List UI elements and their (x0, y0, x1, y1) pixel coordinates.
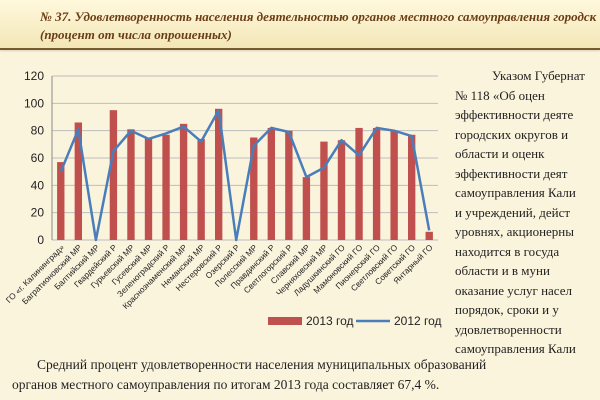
bar-2013 (285, 130, 293, 240)
bar-2013 (109, 110, 118, 240)
bar-2013 (407, 134, 416, 240)
legend-swatch-2013 (268, 317, 302, 325)
side-line: порядок, сроки и у (455, 302, 559, 317)
side-line: самоуправления Кали (455, 185, 576, 200)
side-line: и учреждений, дейст (455, 204, 571, 220)
bar-2013 (162, 134, 170, 240)
bar-2013 (372, 127, 381, 240)
bar-2013 (250, 137, 258, 240)
bar-2013 (214, 108, 223, 240)
y-tick-label: 60 (31, 151, 45, 165)
side-line: находится в госуда (455, 243, 560, 259)
bar-2013 (320, 141, 328, 240)
side-line: области и оценк (455, 146, 545, 161)
bar-2013 (267, 127, 276, 240)
side-line: удовлетворенности (455, 321, 562, 337)
bar-2013 (179, 123, 188, 240)
bar-2013 (302, 177, 311, 240)
side-line: оказание услуг насел (455, 282, 572, 298)
bar-2013 (144, 137, 153, 240)
legend-label-2012: 2012 год (394, 314, 442, 328)
side-line: эффективности деяте (455, 107, 574, 122)
bar-2013 (74, 122, 83, 240)
y-tick-label: 40 (31, 178, 45, 192)
title-banner: № 37. Удовлетворенность населения деятел… (0, 0, 600, 50)
line-2012 (59, 108, 431, 242)
side-line: самоуправления Кали (455, 341, 576, 356)
bar-2013 (197, 138, 205, 240)
side-line: Указом Губернат (492, 68, 585, 83)
side-line: городских округов и (455, 126, 569, 142)
summary-line-1: Средний процент удовлетворенности населе… (37, 357, 487, 372)
y-tick-label: 20 (31, 206, 45, 220)
summary-paragraph: Средний процент удовлетворенности населе… (12, 355, 600, 395)
banner-title: № 37. Удовлетворенность населения деятел… (40, 9, 597, 24)
bar-2013 (127, 129, 135, 240)
summary-line-2: органов местного самоуправления по итога… (12, 377, 440, 392)
banner-subtitle: (процент от числа опрошенных) (40, 27, 232, 42)
bar-2013 (57, 162, 65, 240)
y-tick-label: 0 (37, 233, 44, 247)
side-line: области и в муни (455, 263, 550, 278)
bar-2013 (390, 130, 398, 240)
bar-2013 (337, 140, 346, 240)
side-line: эффективности деят (455, 165, 568, 181)
side-line: № 118 «Об оцен (455, 87, 545, 103)
bar-2013 (425, 231, 433, 240)
legend-label-2013: 2013 год (306, 314, 354, 328)
y-tick-label: 120 (24, 69, 44, 83)
side-text: Указом Губернат № 118 «Об оцен эффективн… (455, 66, 600, 359)
y-tick-label: 80 (31, 124, 45, 138)
chart-area: 0 20 40 60 80 100 120 ГО «г. Калининград» Багра… (0, 58, 445, 333)
bar-2013 (355, 127, 363, 240)
side-line: уровнях, акционерны (455, 224, 574, 239)
y-tick-label: 100 (24, 96, 44, 110)
